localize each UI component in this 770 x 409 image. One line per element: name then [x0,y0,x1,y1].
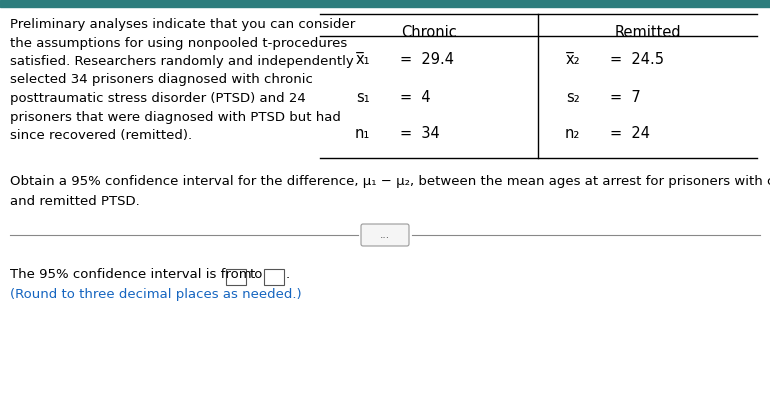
FancyBboxPatch shape [264,269,284,285]
Text: (Round to three decimal places as needed.): (Round to three decimal places as needed… [10,288,302,301]
Text: The 95% confidence interval is from: The 95% confidence interval is from [10,268,256,281]
Text: to: to [250,268,263,281]
Text: n₂: n₂ [564,126,580,141]
Text: s₁: s₁ [357,90,370,105]
Text: x̅₂: x̅₂ [565,52,580,67]
Text: n₁: n₁ [355,126,370,141]
Text: s₂: s₂ [566,90,580,105]
Text: =  34: = 34 [400,126,440,141]
Text: =  4: = 4 [400,90,430,105]
Text: the assumptions for using nonpooled t-procedures: the assumptions for using nonpooled t-pr… [10,36,347,49]
Text: =  24: = 24 [610,126,650,141]
Text: Obtain a 95% confidence interval for the difference, μ₁ − μ₂, between the mean a: Obtain a 95% confidence interval for the… [10,175,770,188]
Text: ...: ... [380,230,390,240]
Text: prisoners that were diagnosed with PTSD but had: prisoners that were diagnosed with PTSD … [10,110,341,124]
Text: and remitted PTSD.: and remitted PTSD. [10,195,139,208]
Text: posttraumatic stress disorder (PTSD) and 24: posttraumatic stress disorder (PTSD) and… [10,92,306,105]
FancyBboxPatch shape [226,269,246,285]
Text: x̅₁: x̅₁ [356,52,370,67]
FancyBboxPatch shape [361,224,409,246]
Text: since recovered (remitted).: since recovered (remitted). [10,129,192,142]
Text: =  7: = 7 [610,90,641,105]
Bar [0,0,770,7]
Text: Preliminary analyses indicate that you can consider: Preliminary analyses indicate that you c… [10,18,355,31]
Text: Chronic: Chronic [401,25,457,40]
Text: selected 34 prisoners diagnosed with chronic: selected 34 prisoners diagnosed with chr… [10,74,313,86]
Text: .: . [286,268,290,281]
Text: Remitted: Remitted [614,25,681,40]
Text: =  24.5: = 24.5 [610,52,664,67]
Text: satisfied. Researchers randomly and independently: satisfied. Researchers randomly and inde… [10,55,353,68]
Text: =  29.4: = 29.4 [400,52,454,67]
